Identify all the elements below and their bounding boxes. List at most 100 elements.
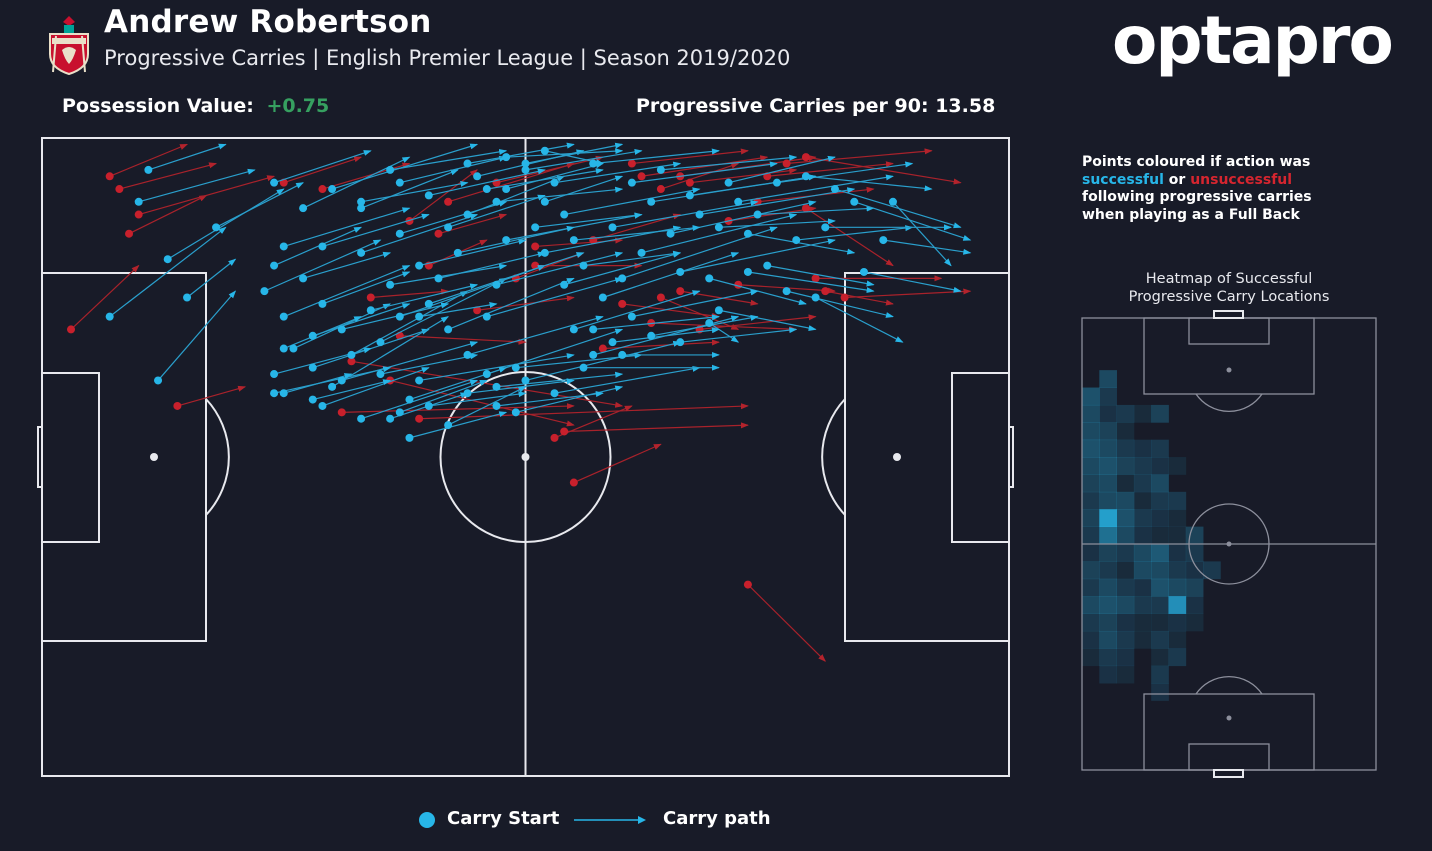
successful-carry-start (502, 153, 511, 162)
heatmap-cell (1203, 561, 1221, 580)
unsuccessful-carry-path (119, 162, 218, 190)
heatmap-cell (1116, 544, 1135, 562)
unsuccessful-carry-start (676, 287, 685, 296)
successful-carry-start (183, 293, 192, 302)
heatmap-title-line-1: Heatmap of Successful (1145, 271, 1313, 287)
successful-carry-start (144, 165, 153, 174)
heatmap-cell (1116, 630, 1135, 649)
successful-carry-start (859, 267, 868, 276)
successful-carry-path (467, 315, 604, 356)
successful-carry-start (550, 178, 559, 187)
successful-carry-start (743, 229, 752, 238)
successful-carry-path (564, 187, 701, 216)
successful-carry-path (486, 328, 624, 375)
unsuccessful-carry-start (569, 478, 578, 487)
unsuccessful-carry-path (767, 161, 894, 177)
heatmap-cell (1116, 439, 1135, 458)
successful-carry-path (380, 353, 479, 375)
successful-carry-path (322, 271, 411, 305)
heatmap-cell (1185, 596, 1204, 614)
possession-value: Possession Value: +0.75 (62, 95, 329, 117)
successful-carry-start (424, 401, 433, 410)
heatmap-cell (1151, 509, 1169, 528)
heatmap-cell (1133, 404, 1152, 423)
unsuccessful-carry-start (627, 159, 636, 168)
successful-carry-start (328, 185, 337, 194)
unsuccessful-carry-path (322, 162, 411, 190)
unsuccessful-carry-path (631, 148, 749, 165)
heatmap-title: Heatmap of Successful Progressive Carry … (1082, 271, 1376, 306)
heatmap-centre-spot (1226, 541, 1232, 547)
successful-carry-path (390, 263, 508, 286)
successful-carry-path (718, 309, 817, 331)
successful-carry-start (879, 236, 888, 245)
player-name: Andrew Robertson (104, 4, 432, 40)
heatmap-cell (1082, 596, 1100, 614)
successful-carry-path (689, 174, 817, 197)
successful-carry-path (593, 148, 720, 165)
carries-layer (67, 142, 972, 662)
heatmap-title-line-2: Progressive Carry Locations (1128, 288, 1330, 305)
successful-carry-path (467, 142, 575, 165)
successful-carry-path (157, 290, 237, 381)
possession-value-number: +0.75 (266, 95, 330, 117)
successful-carry-start (289, 344, 298, 353)
successful-carry-start (337, 325, 346, 334)
successful-carry-start (386, 414, 395, 423)
heatmap-cell (1133, 578, 1152, 597)
successful-carry-start (521, 159, 530, 168)
successful-carry-start (888, 197, 897, 206)
unsuccessful-carry-start (598, 344, 607, 353)
unsuccessful-carry-path (593, 213, 682, 241)
heatmap-cell (1099, 474, 1117, 493)
successful-carry-start (318, 401, 327, 410)
unsuccessful-carry-path (805, 207, 894, 267)
heatmap-cell (1151, 630, 1169, 649)
unsuccessful-carry-path (496, 155, 604, 184)
unsuccessful-carry-start (550, 433, 559, 442)
heatmap-cells (1082, 370, 1221, 701)
unsuccessful-carry-path (786, 148, 933, 165)
heatmap-top-arc (1195, 393, 1263, 412)
successful-carry-start (357, 204, 366, 213)
successful-carry-path (109, 226, 227, 318)
successful-carry-path (747, 271, 875, 294)
successful-carry-start (376, 338, 385, 347)
unsuccessful-carry-start (743, 580, 752, 589)
successful-carry-start (347, 350, 356, 359)
heatmap-cell (1151, 439, 1169, 458)
successful-carry-start (850, 197, 859, 206)
successful-carry-start (270, 178, 279, 187)
successful-carry-start (647, 331, 656, 340)
successful-carry-start (618, 274, 627, 283)
successful-carry-path (515, 385, 624, 413)
heatmap-cell (1099, 387, 1117, 406)
successful-carry-start (801, 172, 810, 181)
successful-carry-start (482, 370, 491, 379)
heatmap-cell (1099, 648, 1117, 667)
note-line-1: Points coloured if action was (1082, 154, 1311, 170)
unsuccessful-carry-path (109, 143, 188, 177)
successful-carry-start (531, 223, 540, 232)
successful-carry-start (656, 165, 665, 174)
successful-carry-start (540, 197, 549, 206)
successful-carry-path (167, 188, 285, 260)
heatmap-cell (1168, 630, 1187, 649)
unsuccessful-carry-start (67, 325, 76, 334)
unsuccessful-carry-path (747, 584, 826, 662)
successful-carry-start (105, 312, 114, 321)
heatmap-cell (1082, 648, 1100, 667)
successful-carry-path (651, 314, 759, 337)
successful-carry-start (424, 299, 433, 308)
successful-carry-start (579, 261, 588, 270)
successful-carry-start (395, 408, 404, 417)
heatmap-cell (1082, 474, 1100, 493)
successful-carry-start (482, 312, 491, 321)
successful-carry-path (699, 187, 856, 216)
heatmap-cell (1168, 491, 1187, 510)
successful-carry-start (511, 363, 520, 372)
unsuccessful-carry-start (656, 185, 665, 194)
heatmap-cell (1099, 509, 1117, 528)
successful-carry-start (782, 287, 791, 296)
